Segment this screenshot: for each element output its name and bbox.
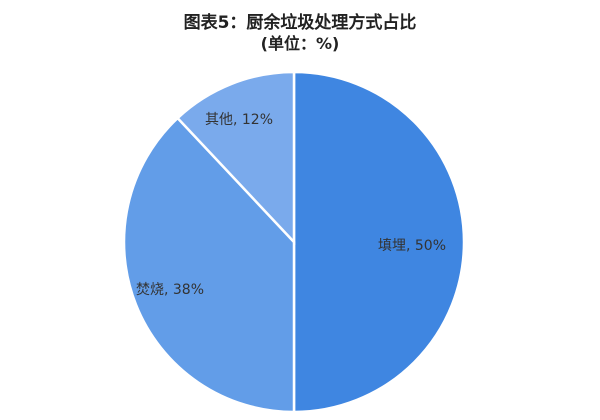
data-label: 其他, 12% bbox=[205, 112, 273, 128]
chart-title: 图表5：厨余垃圾处理方式占比 bbox=[183, 13, 417, 33]
pie-slice-其他 bbox=[175, 70, 296, 246]
pie-slice-焚烧 bbox=[122, 116, 296, 414]
data-label: 焚烧, 38% bbox=[136, 282, 204, 298]
pie-slice-填埋 bbox=[292, 70, 466, 414]
data-label: 填埋, 50% bbox=[378, 238, 446, 254]
chart-subtitle: (单位：%) bbox=[260, 34, 340, 53]
